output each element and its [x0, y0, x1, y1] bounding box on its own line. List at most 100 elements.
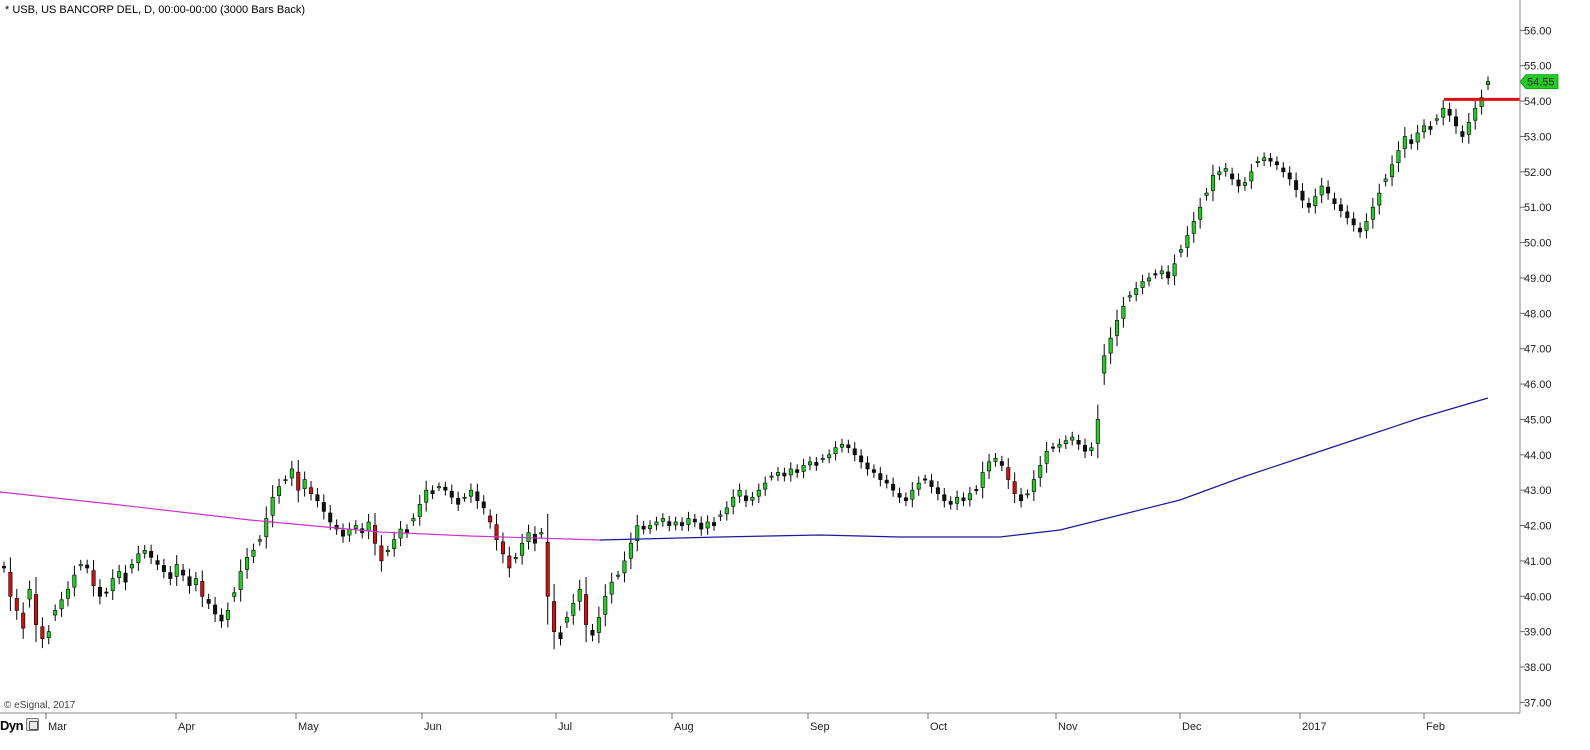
candle-body	[72, 574, 77, 588]
y-tick-label: 48.00	[1524, 308, 1552, 320]
candle-body	[40, 626, 45, 640]
candle-body	[1044, 450, 1049, 464]
y-tick-label: 47.00	[1524, 344, 1552, 356]
candle-body	[1185, 235, 1190, 248]
candle-body	[680, 522, 685, 526]
candle-body	[277, 486, 282, 496]
candle-body	[296, 471, 301, 491]
dynamic-mode-icon[interactable]	[26, 718, 39, 731]
candle-body	[123, 572, 128, 583]
x-tick-label: Feb	[1426, 721, 1445, 733]
candle-body	[8, 571, 13, 597]
candle-body	[46, 631, 51, 638]
candle-body	[859, 455, 864, 463]
y-tick-label: 38.00	[1524, 662, 1552, 674]
candle-body	[1172, 263, 1177, 277]
candle-body	[1454, 116, 1459, 127]
y-tick-label: 54.00	[1524, 96, 1552, 108]
candle-body	[334, 524, 339, 530]
candle-body	[1134, 288, 1139, 295]
x-tick-label: Apr	[178, 721, 195, 733]
candle-body	[27, 588, 32, 600]
candle-body	[181, 569, 186, 576]
candle-body	[520, 542, 525, 556]
candle-body	[1358, 227, 1363, 233]
candle-body	[795, 469, 800, 473]
candle-body	[430, 490, 435, 495]
y-tick-label: 41.00	[1524, 556, 1552, 568]
candle-body	[1466, 122, 1471, 135]
candle-body	[1370, 206, 1375, 220]
candle-body	[641, 525, 646, 530]
candle-body	[1153, 273, 1158, 276]
y-tick-label: 40.00	[1524, 591, 1552, 603]
candle-body	[801, 465, 806, 472]
moving-average-line	[0, 397, 1489, 541]
candle-body	[1127, 295, 1132, 298]
resistance-marker: 54.55	[1444, 74, 1559, 101]
candle-body	[53, 610, 58, 616]
dynamic-mode-label[interactable]: Dyn	[0, 718, 24, 733]
candle-body	[1198, 206, 1203, 220]
candle-body	[59, 599, 64, 610]
candle-body	[1396, 150, 1401, 163]
candle-body	[635, 525, 640, 541]
candle-body	[193, 578, 198, 585]
candle-body	[1486, 81, 1491, 85]
candle-body	[1345, 211, 1350, 219]
candle-body	[1338, 204, 1343, 212]
candle-body	[852, 448, 857, 456]
y-tick-label: 37.00	[1524, 697, 1552, 709]
candle-body	[174, 564, 179, 577]
candle-body	[756, 489, 761, 497]
candle-body	[987, 461, 992, 472]
candle-body	[1076, 440, 1081, 445]
candle-body	[571, 603, 576, 616]
candle-body	[712, 522, 717, 526]
candle-body	[763, 482, 768, 490]
candle-body	[1070, 436, 1075, 441]
candle-body	[225, 610, 230, 620]
y-tick-label: 39.00	[1524, 627, 1552, 639]
candle-body	[424, 489, 429, 503]
candle-body	[213, 604, 218, 615]
candle-body	[564, 617, 569, 623]
candle-body	[1479, 97, 1484, 107]
candle-body	[897, 493, 902, 498]
candle-body	[91, 570, 96, 586]
x-tick-label: Sep	[810, 721, 830, 733]
candle-body	[654, 521, 659, 526]
candle-body	[1402, 136, 1407, 149]
candle-body	[1351, 218, 1356, 226]
candle-body	[1415, 132, 1420, 143]
x-tick-label: Nov	[1058, 721, 1078, 733]
y-tick-label: 55.00	[1524, 61, 1552, 73]
candle-body	[948, 501, 953, 505]
candle-body	[1274, 161, 1279, 166]
candle-body	[270, 496, 275, 516]
x-tick-label: Dec	[1182, 721, 1202, 733]
candle-body	[1191, 221, 1196, 234]
candle-body	[1332, 198, 1337, 204]
candle-body	[513, 557, 518, 560]
candle-body	[1447, 108, 1452, 116]
candle-body	[1, 565, 7, 569]
candle-body	[616, 574, 621, 577]
candle-body	[667, 521, 672, 526]
candle-body	[558, 632, 563, 640]
candle-body	[539, 532, 544, 535]
candle-body	[315, 494, 320, 502]
candle-body	[500, 541, 505, 555]
candle-body	[1178, 249, 1183, 253]
candle-body	[545, 541, 550, 597]
candle-body	[443, 486, 448, 491]
candle-body	[456, 498, 461, 505]
candle-body	[1115, 320, 1120, 336]
candlestick-series	[1, 76, 1491, 650]
candle-body	[404, 529, 409, 533]
candle-body	[769, 475, 774, 478]
x-tick-label: Jul	[558, 721, 572, 733]
candle-body	[1025, 493, 1030, 496]
candle-body	[1281, 167, 1286, 173]
